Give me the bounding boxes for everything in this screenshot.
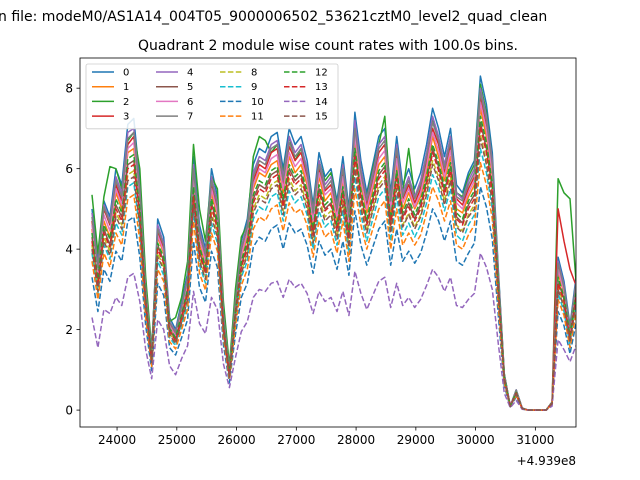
legend-label-2: 2 [123, 97, 129, 108]
legend-label-13: 13 [315, 82, 328, 93]
series-line-11 [91, 161, 576, 411]
series-line-1 [91, 107, 576, 411]
x-tick-label: 31000 [516, 433, 554, 447]
series-line-7 [91, 91, 576, 411]
x-tick-label: 29000 [397, 433, 435, 447]
legend-label-12: 12 [315, 68, 328, 79]
plot-area-frame [79, 57, 577, 428]
figure-suptitle: n file: modeM0/AS1A14_004T05_9000006502_… [0, 9, 547, 25]
x-tick-label: 25000 [158, 433, 196, 447]
series-line-12 [91, 115, 576, 411]
legend-label-15: 15 [315, 112, 328, 123]
legend-label-4: 4 [187, 68, 193, 79]
x-tick-label: 26000 [217, 433, 255, 447]
series-line-4 [91, 87, 576, 411]
x-tick-label: 27000 [277, 433, 315, 447]
y-tick-label: 6 [65, 162, 73, 176]
y-tick-label: 4 [65, 243, 73, 257]
series-line-15 [91, 137, 576, 411]
legend-label-9: 9 [251, 82, 257, 93]
legend-label-14: 14 [315, 97, 328, 108]
legend-label-7: 7 [187, 112, 193, 123]
legend-label-11: 11 [251, 112, 264, 123]
chart-title: Quadrant 2 module wise count rates with … [138, 38, 518, 54]
y-axis: 0 2 4 6 8 [65, 82, 80, 418]
legend-label-6: 6 [187, 97, 193, 108]
legend-label-0: 0 [123, 68, 129, 79]
x-axis-offset-label: +4.939e8 [517, 454, 576, 468]
legend-label-5: 5 [187, 82, 193, 93]
legend-box [85, 63, 339, 130]
series-line-6 [91, 101, 576, 411]
y-tick-label: 2 [65, 323, 73, 337]
x-axis: 24000 25000 26000 27000 28000 29000 30000 31000 [98, 427, 554, 447]
series-line-14 [91, 252, 576, 411]
legend-label-3: 3 [123, 112, 129, 123]
x-tick-label: 24000 [98, 433, 136, 447]
legend-label-8: 8 [251, 68, 257, 79]
legend-label-1: 1 [123, 82, 129, 93]
y-tick-label: 0 [65, 404, 73, 418]
y-tick-label: 8 [65, 82, 73, 96]
x-tick-label: 28000 [337, 433, 375, 447]
series-layer [91, 75, 576, 411]
legend-label-10: 10 [251, 97, 264, 108]
series-line-10 [91, 186, 576, 411]
x-tick-label: 30000 [457, 433, 495, 447]
series-line-2 [91, 83, 576, 411]
